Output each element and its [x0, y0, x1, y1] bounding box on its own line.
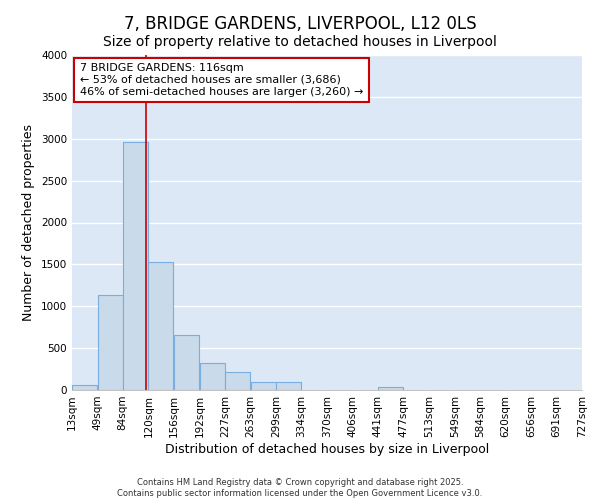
Bar — [174, 334, 199, 390]
Bar — [98, 296, 123, 390]
X-axis label: Distribution of detached houses by size in Liverpool: Distribution of detached houses by size … — [165, 442, 489, 456]
Bar — [225, 372, 250, 390]
Y-axis label: Number of detached properties: Number of detached properties — [22, 124, 35, 321]
Bar — [378, 388, 403, 390]
Bar — [276, 382, 301, 390]
Text: 7 BRIDGE GARDENS: 116sqm
← 53% of detached houses are smaller (3,686)
46% of sem: 7 BRIDGE GARDENS: 116sqm ← 53% of detach… — [80, 64, 363, 96]
Text: Size of property relative to detached houses in Liverpool: Size of property relative to detached ho… — [103, 35, 497, 49]
Bar — [123, 142, 148, 390]
Bar — [72, 386, 97, 390]
Bar — [200, 363, 225, 390]
Bar — [148, 262, 173, 390]
Text: 7, BRIDGE GARDENS, LIVERPOOL, L12 0LS: 7, BRIDGE GARDENS, LIVERPOOL, L12 0LS — [124, 15, 476, 33]
Bar — [251, 382, 275, 390]
Text: Contains HM Land Registry data © Crown copyright and database right 2025.
Contai: Contains HM Land Registry data © Crown c… — [118, 478, 482, 498]
